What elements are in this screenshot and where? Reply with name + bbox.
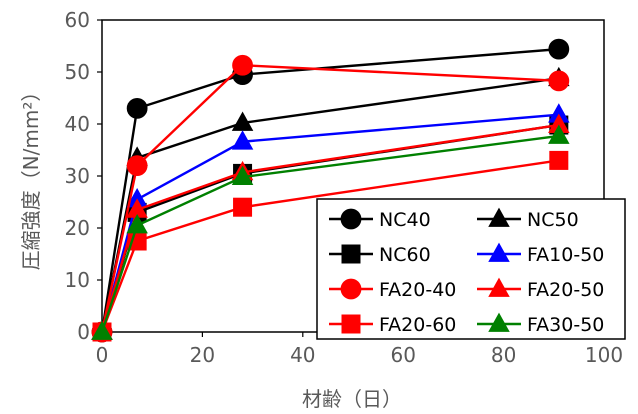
series-line <box>100 64 559 333</box>
data-point <box>548 38 570 60</box>
data-point <box>91 320 113 340</box>
y-tick-label: 60 <box>65 8 90 32</box>
y-tick-label: 10 <box>65 268 90 292</box>
legend-item: NC60 <box>329 244 431 266</box>
legend-label: FA20-40 <box>379 279 456 301</box>
data-point <box>548 70 570 92</box>
legend-item: FA20-40 <box>329 278 456 301</box>
legend: NC40 NC50 NC60 FA10-50 FA20-40 FA20-50 FA20-60… <box>316 198 626 340</box>
legend-label: FA10-50 <box>527 244 604 266</box>
legend-box <box>316 198 626 340</box>
data-point <box>126 98 148 119</box>
legend-marker <box>488 312 510 332</box>
y-tick-label: 50 <box>65 60 90 84</box>
legend-label: NC60 <box>379 244 431 266</box>
legend-item: FA10-50 <box>477 242 604 266</box>
x-tick-label: 0 <box>96 343 109 367</box>
legend-marker <box>341 244 361 264</box>
legend-marker <box>488 207 510 227</box>
series-line <box>100 123 559 333</box>
x-tick-label: 60 <box>390 343 415 367</box>
series-line <box>100 113 559 333</box>
data-point <box>232 54 253 76</box>
data-point <box>233 197 253 217</box>
y-tick-label: 0 <box>77 320 90 344</box>
series-line <box>100 47 559 333</box>
x-axis-title: 材齢（日） <box>302 387 402 411</box>
x-tick-label: 40 <box>290 343 315 367</box>
y-tick-label: 20 <box>65 216 90 240</box>
legend-item: FA20-60 <box>329 314 456 336</box>
x-tick-label: 80 <box>491 343 516 367</box>
legend-marker <box>340 208 362 230</box>
legend-item: FA30-50 <box>477 312 604 336</box>
x-tick-label: 100 <box>585 343 623 367</box>
legend-label: FA20-50 <box>527 279 604 301</box>
series-line <box>100 159 559 333</box>
axis-ticks: 0 20 40 60 80 100 0 10 20 30 40 50 60 <box>65 8 624 367</box>
legend-label: FA30-50 <box>527 314 604 336</box>
y-tick-label: 40 <box>65 112 90 136</box>
legend-label: NC50 <box>527 209 579 231</box>
y-tick-label: 30 <box>65 164 90 188</box>
series-layer <box>91 38 570 343</box>
data-point <box>231 165 254 185</box>
y-axis-title: 圧縮強度（N/mm²） <box>19 82 43 271</box>
data-point <box>549 150 569 170</box>
legend-item: NC50 <box>477 207 579 231</box>
legend-marker <box>488 242 510 262</box>
data-point <box>126 155 148 177</box>
series-fa30-50 <box>91 124 570 340</box>
data-point <box>548 124 570 144</box>
legend-label: FA20-60 <box>379 314 456 336</box>
legend-marker <box>488 277 510 297</box>
legend-label: NC40 <box>379 209 431 231</box>
data-point <box>126 213 148 234</box>
legend-marker <box>340 278 362 300</box>
legend-item: FA20-50 <box>477 277 604 301</box>
legend-item: NC40 <box>329 208 431 231</box>
x-tick-label: 20 <box>190 343 215 367</box>
data-point <box>231 130 254 150</box>
series-line <box>100 134 559 333</box>
legend-marker <box>341 314 361 334</box>
